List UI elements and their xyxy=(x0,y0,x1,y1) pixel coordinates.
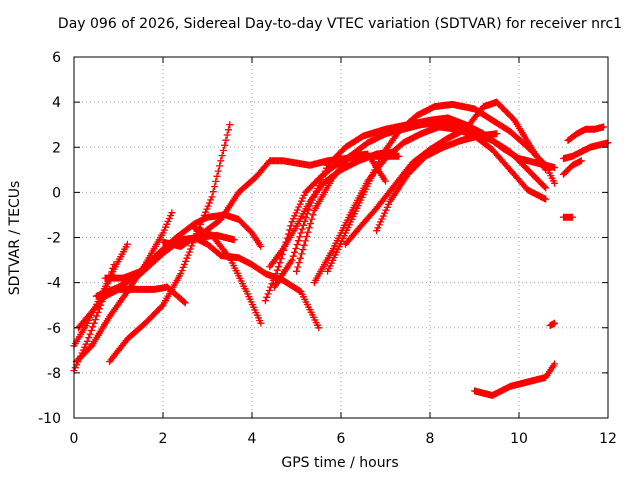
axis-ticks: 0 2 4 6 8 10 12 -10 -8 -6 -4 -2 0 2 4 6 xyxy=(38,50,617,447)
chart-title: Day 096 of 2026, Sidereal Day-to-day VTE… xyxy=(57,16,623,32)
y-tick-label: 2 xyxy=(52,140,61,156)
series-track-23 xyxy=(564,123,608,144)
series-markers xyxy=(564,123,608,144)
series-track-18 xyxy=(373,130,501,235)
y-tick-label: -4 xyxy=(47,276,61,292)
x-tick-label: 8 xyxy=(426,431,435,447)
x-axis-label: GPS time / hours xyxy=(281,455,399,471)
series-markers xyxy=(373,130,501,235)
x-tick-label: 6 xyxy=(337,431,346,447)
x-tick-label: 12 xyxy=(599,431,617,447)
series-track-08 xyxy=(159,234,323,332)
grid-lines xyxy=(74,57,608,418)
series-markers xyxy=(159,234,323,332)
y-tick-label: 6 xyxy=(52,50,61,66)
series-track-24 xyxy=(560,157,585,178)
x-tick-label: 0 xyxy=(70,431,79,447)
series-track-22 xyxy=(560,139,612,162)
series-markers xyxy=(560,139,612,162)
series-track-17 xyxy=(341,98,550,248)
x-tick-label: 10 xyxy=(510,431,528,447)
series-track-19 xyxy=(471,360,559,399)
y-tick-label: -2 xyxy=(47,231,61,247)
y-tick-label: 0 xyxy=(52,185,61,201)
series-markers xyxy=(471,360,559,399)
series-markers xyxy=(546,319,559,329)
data-series xyxy=(70,98,612,399)
series-track-20 xyxy=(546,319,559,329)
series-markers xyxy=(270,114,559,291)
series-markers xyxy=(560,157,585,178)
y-tick-label: -8 xyxy=(47,366,61,382)
series-track-13 xyxy=(270,114,559,291)
y-tick-label: -6 xyxy=(47,321,61,337)
series-markers xyxy=(560,213,576,221)
y-tick-label: -10 xyxy=(38,411,61,427)
series-markers xyxy=(341,98,550,248)
series-track-21 xyxy=(560,213,576,221)
x-tick-label: 2 xyxy=(159,431,168,447)
x-tick-label: 4 xyxy=(248,431,257,447)
y-tick-label: 4 xyxy=(52,95,61,111)
